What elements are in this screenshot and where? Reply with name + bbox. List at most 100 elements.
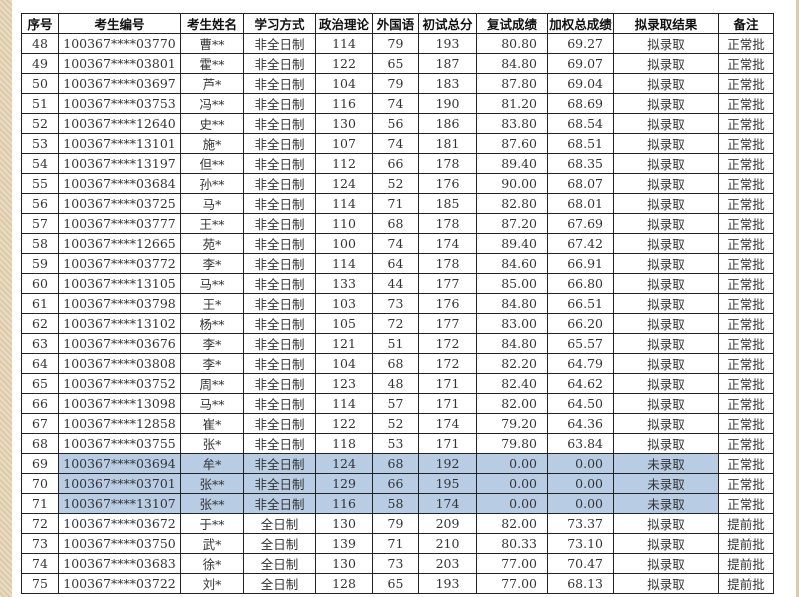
cell-retest: 84.80 bbox=[476, 293, 548, 314]
table-row: 50 100367****03697 芦* 非全日制 104 79 183 87.80 69.0… bbox=[21, 73, 774, 94]
cell-no: 53 bbox=[21, 133, 59, 154]
cell-no: 56 bbox=[21, 193, 59, 214]
cell-foreign: 53 bbox=[372, 433, 419, 454]
cell-note: 正常批 bbox=[718, 353, 774, 374]
cell-id: 100367****13098 bbox=[58, 393, 181, 414]
cell-foreign: 44 bbox=[372, 273, 419, 294]
cell-id: 100367****03752 bbox=[58, 373, 181, 394]
cell-note: 正常批 bbox=[718, 473, 774, 494]
cell-note: 正常批 bbox=[718, 333, 774, 354]
cell-id: 100367****03725 bbox=[58, 193, 181, 214]
cell-foreign: 68 bbox=[372, 353, 419, 374]
cell-initial: 178 bbox=[418, 153, 477, 174]
cell-weighted: 0.00 bbox=[547, 473, 614, 494]
cell-initial: 172 bbox=[418, 333, 477, 354]
cell-note: 正常批 bbox=[718, 213, 774, 234]
cell-note: 提前批 bbox=[718, 533, 774, 554]
page-border-right bbox=[796, 0, 799, 597]
cell-note: 正常批 bbox=[718, 313, 774, 334]
cell-name: 苑* bbox=[180, 233, 244, 254]
cell-no: 69 bbox=[21, 453, 59, 474]
cell-weighted: 68.07 bbox=[547, 173, 614, 194]
cell-note: 正常批 bbox=[718, 193, 774, 214]
header-col-mode: 学习方式 bbox=[243, 13, 316, 34]
cell-foreign: 79 bbox=[372, 33, 419, 54]
cell-note: 正常批 bbox=[718, 393, 774, 414]
cell-result: 拟录取 bbox=[613, 253, 719, 274]
cell-name: 牟* bbox=[180, 453, 244, 474]
cell-no: 63 bbox=[21, 333, 59, 354]
cell-id: 100367****03676 bbox=[58, 333, 181, 354]
cell-retest: 83.00 bbox=[476, 313, 548, 334]
cell-id: 100367****03755 bbox=[58, 433, 181, 454]
cell-foreign: 66 bbox=[372, 153, 419, 174]
cell-foreign: 79 bbox=[372, 513, 419, 534]
cell-name: 马** bbox=[180, 393, 244, 414]
cell-id: 100367****03683 bbox=[58, 553, 181, 574]
cell-initial: 193 bbox=[418, 33, 477, 54]
cell-retest: 79.80 bbox=[476, 433, 548, 454]
cell-retest: 82.20 bbox=[476, 353, 548, 374]
table-row: 73 100367****03750 武* 全日制 139 71 210 80.33 73.10… bbox=[21, 533, 774, 554]
table-body: 48 100367****03770 曹** 非全日制 114 79 193 80.80 69.… bbox=[21, 33, 774, 594]
table-row: 59 100367****03772 李* 非全日制 114 64 178 84.60 66.9… bbox=[21, 253, 774, 274]
cell-weighted: 65.57 bbox=[547, 333, 614, 354]
cell-no: 68 bbox=[21, 433, 59, 454]
cell-foreign: 48 bbox=[372, 373, 419, 394]
cell-no: 57 bbox=[21, 213, 59, 234]
cell-result: 拟录取 bbox=[613, 113, 719, 134]
cell-id: 100367****03772 bbox=[58, 253, 181, 274]
cell-mode: 非全日制 bbox=[243, 333, 316, 354]
cell-note: 正常批 bbox=[718, 153, 774, 174]
cell-weighted: 64.79 bbox=[547, 353, 614, 374]
cell-weighted: 66.91 bbox=[547, 253, 614, 274]
cell-initial: 185 bbox=[418, 193, 477, 214]
cell-weighted: 0.00 bbox=[547, 453, 614, 474]
cell-result: 拟录取 bbox=[613, 393, 719, 414]
cell-foreign: 74 bbox=[372, 233, 419, 254]
cell-id: 100367****03808 bbox=[58, 353, 181, 374]
cell-politics: 122 bbox=[315, 413, 373, 434]
cell-id: 100367****03777 bbox=[58, 213, 181, 234]
cell-weighted: 69.04 bbox=[547, 73, 614, 94]
cell-mode: 非全日制 bbox=[243, 353, 316, 374]
cell-result: 拟录取 bbox=[613, 193, 719, 214]
cell-politics: 124 bbox=[315, 173, 373, 194]
cell-politics: 104 bbox=[315, 73, 373, 94]
table-row: 57 100367****03777 王** 非全日制 110 68 178 87.20 67.… bbox=[21, 213, 774, 234]
cell-foreign: 51 bbox=[372, 333, 419, 354]
cell-foreign: 52 bbox=[372, 173, 419, 194]
cell-no: 52 bbox=[21, 113, 59, 134]
cell-name: 武* bbox=[180, 533, 244, 554]
cell-result: 拟录取 bbox=[613, 513, 719, 534]
cell-retest: 0.00 bbox=[476, 453, 548, 474]
cell-id: 100367****03672 bbox=[58, 513, 181, 534]
cell-note: 正常批 bbox=[718, 113, 774, 134]
cell-result: 拟录取 bbox=[613, 133, 719, 154]
cell-no: 73 bbox=[21, 533, 59, 554]
cell-result: 拟录取 bbox=[613, 173, 719, 194]
cell-id: 100367****13197 bbox=[58, 153, 181, 174]
cell-name: 芦* bbox=[180, 73, 244, 94]
cell-mode: 非全日制 bbox=[243, 493, 316, 514]
cell-note: 正常批 bbox=[718, 433, 774, 454]
cell-initial: 176 bbox=[418, 173, 477, 194]
cell-weighted: 68.35 bbox=[547, 153, 614, 174]
cell-no: 74 bbox=[21, 553, 59, 574]
cell-result: 拟录取 bbox=[613, 573, 719, 594]
cell-mode: 非全日制 bbox=[243, 213, 316, 234]
cell-result: 拟录取 bbox=[613, 53, 719, 74]
cell-result: 未录取 bbox=[613, 493, 719, 514]
cell-name: 李* bbox=[180, 253, 244, 274]
cell-initial: 171 bbox=[418, 433, 477, 454]
cell-weighted: 68.01 bbox=[547, 193, 614, 214]
table-row: 58 100367****12665 苑* 非全日制 100 74 174 89.40 67.4… bbox=[21, 233, 774, 254]
table-row: 60 100367****13105 马** 非全日制 133 44 177 85.00 66.… bbox=[21, 273, 774, 294]
cell-foreign: 74 bbox=[372, 93, 419, 114]
cell-id: 100367****03798 bbox=[58, 293, 181, 314]
cell-result: 拟录取 bbox=[613, 553, 719, 574]
cell-name: 李* bbox=[180, 333, 244, 354]
cell-initial: 176 bbox=[418, 293, 477, 314]
cell-no: 66 bbox=[21, 393, 59, 414]
cell-name: 史** bbox=[180, 113, 244, 134]
